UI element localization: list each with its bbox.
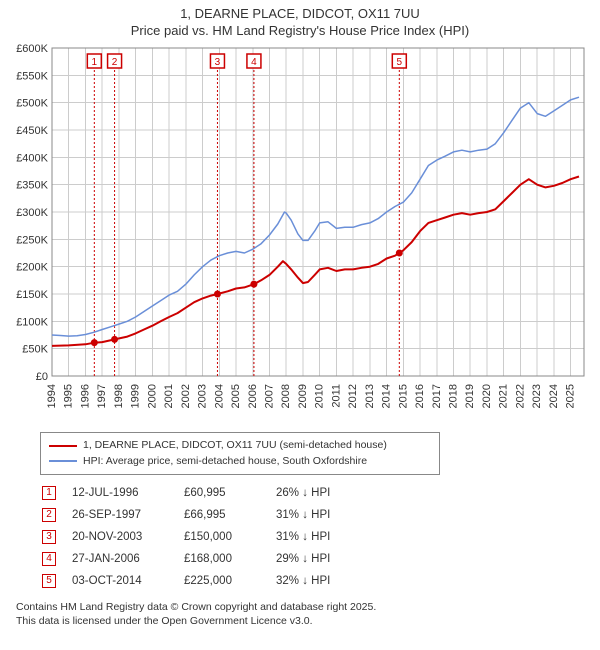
- sale-date: 03-OCT-2014: [72, 571, 182, 591]
- chart-area: £0 £50K £100K £150K £200K £250K £300K £350K £400…: [10, 44, 590, 424]
- svg-text:2025: 2025: [565, 384, 577, 408]
- footer-line1: Contains HM Land Registry data © Crown c…: [16, 601, 376, 613]
- sale-marker-icon: 5: [42, 574, 56, 588]
- svg-text:£550K: £550K: [16, 70, 48, 82]
- svg-text:£0: £0: [36, 371, 48, 383]
- sale-date: 20-NOV-2003: [72, 527, 182, 547]
- table-row: 5 03-OCT-2014£225,00032% ↓ HPI: [42, 571, 344, 591]
- svg-text:1999: 1999: [130, 384, 142, 408]
- sale-marker-icon: 1: [42, 486, 56, 500]
- svg-text:£400K: £400K: [16, 152, 48, 164]
- sale-marker-cell: 3: [42, 527, 70, 547]
- svg-text:2002: 2002: [180, 384, 192, 408]
- svg-text:2010: 2010: [314, 384, 326, 408]
- table-row: 4 27-JAN-2006£168,00029% ↓ HPI: [42, 549, 344, 569]
- legend-label-property: 1, DEARNE PLACE, DIDCOT, OX11 7UU (semi-…: [83, 438, 387, 454]
- table-row: 1 12-JUL-1996£60,99526% ↓ HPI: [42, 483, 344, 503]
- svg-text:2021: 2021: [498, 384, 510, 408]
- legend: 1, DEARNE PLACE, DIDCOT, OX11 7UU (semi-…: [40, 432, 440, 476]
- svg-text:£150K: £150K: [16, 289, 48, 301]
- sale-diff: 26% ↓ HPI: [276, 483, 344, 503]
- sale-diff: 31% ↓ HPI: [276, 527, 344, 547]
- title-address: 1, DEARNE PLACE, DIDCOT, OX11 7UU: [180, 6, 420, 21]
- svg-text:2011: 2011: [330, 384, 342, 408]
- table-row: 3 20-NOV-2003£150,00031% ↓ HPI: [42, 527, 344, 547]
- chart-title: 1, DEARNE PLACE, DIDCOT, OX11 7UU Price …: [10, 6, 590, 40]
- svg-text:2005: 2005: [230, 384, 242, 408]
- sale-marker-icon: 2: [42, 508, 56, 522]
- svg-text:1997: 1997: [96, 384, 108, 408]
- svg-text:£500K: £500K: [16, 97, 48, 109]
- svg-text:2020: 2020: [481, 384, 493, 408]
- svg-text:2: 2: [112, 57, 118, 68]
- svg-text:£250K: £250K: [16, 234, 48, 246]
- svg-text:£100K: £100K: [16, 316, 48, 328]
- sale-marker-cell: 2: [42, 505, 70, 525]
- footer-line2: This data is licensed under the Open Gov…: [16, 615, 313, 627]
- table-row: 2 26-SEP-1997£66,99531% ↓ HPI: [42, 505, 344, 525]
- sale-marker-cell: 1: [42, 483, 70, 503]
- svg-text:2018: 2018: [448, 384, 460, 408]
- svg-text:2016: 2016: [414, 384, 426, 408]
- svg-text:2008: 2008: [280, 384, 292, 408]
- svg-text:2001: 2001: [163, 384, 175, 408]
- svg-text:2024: 2024: [548, 384, 560, 408]
- svg-text:2012: 2012: [347, 384, 359, 408]
- sale-price: £225,000: [184, 571, 274, 591]
- svg-text:£50K: £50K: [22, 343, 48, 355]
- sale-marker-icon: 3: [42, 530, 56, 544]
- svg-text:£450K: £450K: [16, 125, 48, 137]
- svg-text:2019: 2019: [464, 384, 476, 408]
- sale-marker-cell: 5: [42, 571, 70, 591]
- sale-price: £168,000: [184, 549, 274, 569]
- svg-text:2000: 2000: [146, 384, 158, 408]
- svg-text:5: 5: [397, 57, 403, 68]
- svg-text:2022: 2022: [514, 384, 526, 408]
- legend-swatch-hpi: [49, 460, 77, 462]
- svg-text:1998: 1998: [113, 384, 125, 408]
- svg-text:2003: 2003: [197, 384, 209, 408]
- svg-text:£200K: £200K: [16, 261, 48, 273]
- legend-row-property: 1, DEARNE PLACE, DIDCOT, OX11 7UU (semi-…: [49, 438, 431, 454]
- sale-marker-cell: 4: [42, 549, 70, 569]
- svg-text:4: 4: [251, 57, 257, 68]
- svg-text:2014: 2014: [381, 384, 393, 408]
- svg-text:2013: 2013: [364, 384, 376, 408]
- sale-date: 27-JAN-2006: [72, 549, 182, 569]
- sale-diff: 31% ↓ HPI: [276, 505, 344, 525]
- svg-text:2007: 2007: [263, 384, 275, 408]
- svg-text:1: 1: [92, 57, 98, 68]
- sale-marker-icon: 4: [42, 552, 56, 566]
- svg-text:2004: 2004: [213, 384, 225, 408]
- sale-diff: 29% ↓ HPI: [276, 549, 344, 569]
- price-chart-svg: £0 £50K £100K £150K £200K £250K £300K £350K £400…: [10, 44, 590, 424]
- svg-text:2006: 2006: [247, 384, 259, 408]
- sale-price: £60,995: [184, 483, 274, 503]
- legend-row-hpi: HPI: Average price, semi-detached house,…: [49, 454, 431, 470]
- svg-text:1994: 1994: [46, 384, 58, 408]
- svg-text:2009: 2009: [297, 384, 309, 408]
- svg-text:3: 3: [215, 57, 221, 68]
- footer-attribution: Contains HM Land Registry data © Crown c…: [16, 601, 590, 628]
- svg-text:1995: 1995: [63, 384, 75, 408]
- svg-text:2015: 2015: [397, 384, 409, 408]
- svg-text:£300K: £300K: [16, 207, 48, 219]
- legend-label-hpi: HPI: Average price, semi-detached house,…: [83, 454, 367, 470]
- svg-text:1996: 1996: [79, 384, 91, 408]
- title-subtitle: Price paid vs. HM Land Registry's House …: [131, 23, 469, 38]
- sale-date: 26-SEP-1997: [72, 505, 182, 525]
- sale-diff: 32% ↓ HPI: [276, 571, 344, 591]
- svg-text:2017: 2017: [431, 384, 443, 408]
- sales-table: 1 12-JUL-1996£60,99526% ↓ HPI 2 26-SEP-1997…: [40, 481, 346, 593]
- svg-text:£350K: £350K: [16, 179, 48, 191]
- legend-swatch-property: [49, 445, 77, 447]
- sale-date: 12-JUL-1996: [72, 483, 182, 503]
- svg-text:£600K: £600K: [16, 44, 48, 55]
- sale-price: £150,000: [184, 527, 274, 547]
- svg-text:2023: 2023: [531, 384, 543, 408]
- sale-price: £66,995: [184, 505, 274, 525]
